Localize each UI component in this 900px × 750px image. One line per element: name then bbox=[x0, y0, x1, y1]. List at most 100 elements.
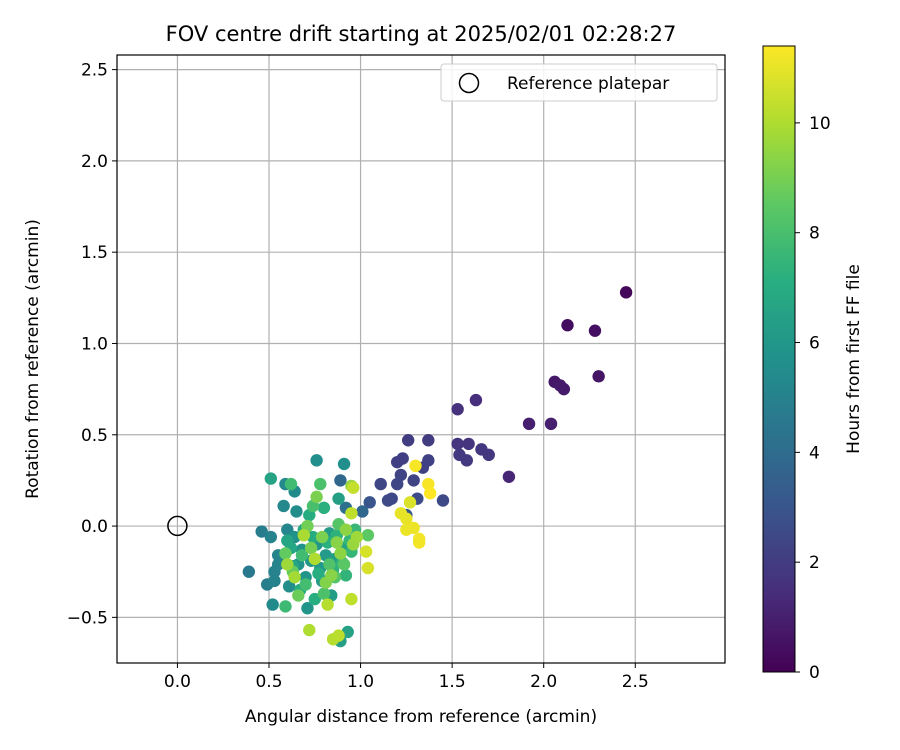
reference-platepar-marker bbox=[167, 515, 188, 537]
data-point bbox=[339, 523, 353, 536]
colorbar-tick-label: 4 bbox=[809, 443, 820, 463]
colorbar-label: Hours from first FF file bbox=[844, 264, 864, 454]
data-point bbox=[279, 600, 292, 613]
data-point bbox=[407, 474, 420, 487]
data-point bbox=[301, 602, 314, 615]
data-point bbox=[281, 558, 294, 571]
data-point bbox=[308, 552, 321, 566]
data-point bbox=[396, 452, 409, 465]
data-point bbox=[268, 574, 281, 588]
data-point bbox=[588, 324, 602, 337]
data-point bbox=[308, 592, 321, 606]
data-point bbox=[264, 472, 278, 485]
colorbar-tick-label: 0 bbox=[809, 663, 820, 683]
x-tick-label: 0.5 bbox=[255, 672, 282, 692]
data-point bbox=[299, 578, 312, 591]
data-point bbox=[412, 536, 426, 549]
data-point bbox=[317, 587, 331, 600]
data-point bbox=[361, 528, 375, 542]
data-point bbox=[400, 512, 413, 525]
data-point bbox=[325, 569, 338, 582]
data-points bbox=[242, 286, 633, 648]
data-point bbox=[337, 558, 351, 571]
data-point bbox=[619, 286, 633, 299]
x-tick-label: 1.0 bbox=[347, 672, 374, 692]
data-point bbox=[363, 496, 376, 509]
data-point bbox=[544, 417, 558, 431]
y-tick-label: 0.5 bbox=[81, 426, 108, 446]
data-point bbox=[303, 623, 316, 637]
data-point bbox=[385, 492, 398, 505]
data-point bbox=[297, 528, 310, 542]
data-point bbox=[292, 589, 305, 602]
data-point bbox=[317, 501, 331, 515]
data-point bbox=[282, 580, 296, 593]
x-axis-label: Angular distance from reference (arcmin) bbox=[245, 707, 597, 727]
y-tick-label: 2.0 bbox=[81, 152, 108, 172]
colorbar-gradient bbox=[762, 45, 796, 673]
data-point bbox=[462, 437, 475, 451]
data-point bbox=[332, 492, 345, 505]
data-point bbox=[284, 477, 298, 491]
colorbar-tick-label: 10 bbox=[809, 114, 831, 134]
x-tick-label: 0.0 bbox=[164, 672, 191, 692]
data-point bbox=[266, 598, 279, 611]
data-point bbox=[310, 490, 323, 504]
data-point bbox=[469, 393, 483, 407]
data-point bbox=[345, 507, 358, 520]
data-point bbox=[321, 598, 334, 611]
data-point bbox=[409, 459, 422, 473]
x-axis-ticks: 0.0 0.5 1.0 1.5 2.0 2.5 bbox=[164, 663, 649, 692]
data-point bbox=[436, 494, 450, 507]
data-point bbox=[255, 525, 268, 538]
colorbar-tick-label: 6 bbox=[809, 334, 820, 354]
data-point bbox=[264, 530, 278, 544]
data-point bbox=[482, 448, 495, 462]
legend-box bbox=[440, 63, 718, 102]
colorbar-tick-label: 8 bbox=[809, 224, 820, 244]
data-point bbox=[422, 434, 435, 447]
data-point bbox=[290, 505, 303, 518]
data-point bbox=[288, 570, 301, 584]
data-point bbox=[295, 549, 309, 562]
colorbar-ticks: 0 2 4 6 8 10 bbox=[795, 114, 831, 683]
y-tick-label: 0.0 bbox=[81, 517, 108, 537]
data-point bbox=[323, 558, 336, 571]
legend: Reference platepar bbox=[440, 63, 718, 102]
data-point bbox=[361, 561, 375, 575]
data-point bbox=[403, 496, 417, 509]
data-point bbox=[592, 370, 605, 383]
y-tick-label: 2.5 bbox=[81, 61, 108, 81]
y-axis-ticks: −0.5 0.0 0.5 1.0 1.5 2.0 2.5 bbox=[67, 61, 117, 628]
data-point bbox=[332, 629, 345, 642]
data-point bbox=[347, 481, 360, 494]
data-point bbox=[334, 474, 347, 487]
colorbar: 0 2 4 6 8 10 Hours from first FF file bbox=[762, 45, 864, 683]
data-point bbox=[561, 319, 574, 332]
data-point bbox=[407, 521, 420, 535]
data-point bbox=[337, 457, 351, 471]
data-point bbox=[310, 454, 323, 467]
data-point bbox=[334, 547, 347, 560]
data-point bbox=[374, 477, 387, 491]
colorbar-tick-label: 2 bbox=[809, 553, 820, 573]
data-point bbox=[557, 382, 571, 396]
chart-title: FOV centre drift starting at 2025/02/01 … bbox=[166, 22, 677, 46]
data-point bbox=[502, 470, 516, 483]
plot-area-frame bbox=[116, 54, 726, 664]
data-point bbox=[330, 536, 343, 549]
data-point bbox=[451, 403, 464, 416]
y-tick-label: −0.5 bbox=[67, 608, 108, 628]
data-point bbox=[314, 477, 327, 491]
legend-label: Reference platepar bbox=[507, 74, 669, 94]
legend-marker bbox=[458, 72, 480, 94]
y-axis-label: Rotation from reference (arcmin) bbox=[23, 219, 43, 499]
data-point bbox=[345, 592, 358, 606]
data-point bbox=[312, 567, 325, 580]
data-point bbox=[522, 417, 536, 431]
data-point bbox=[242, 565, 256, 578]
data-point bbox=[315, 530, 329, 544]
data-point bbox=[390, 477, 404, 491]
y-tick-label: 1.5 bbox=[81, 243, 108, 263]
